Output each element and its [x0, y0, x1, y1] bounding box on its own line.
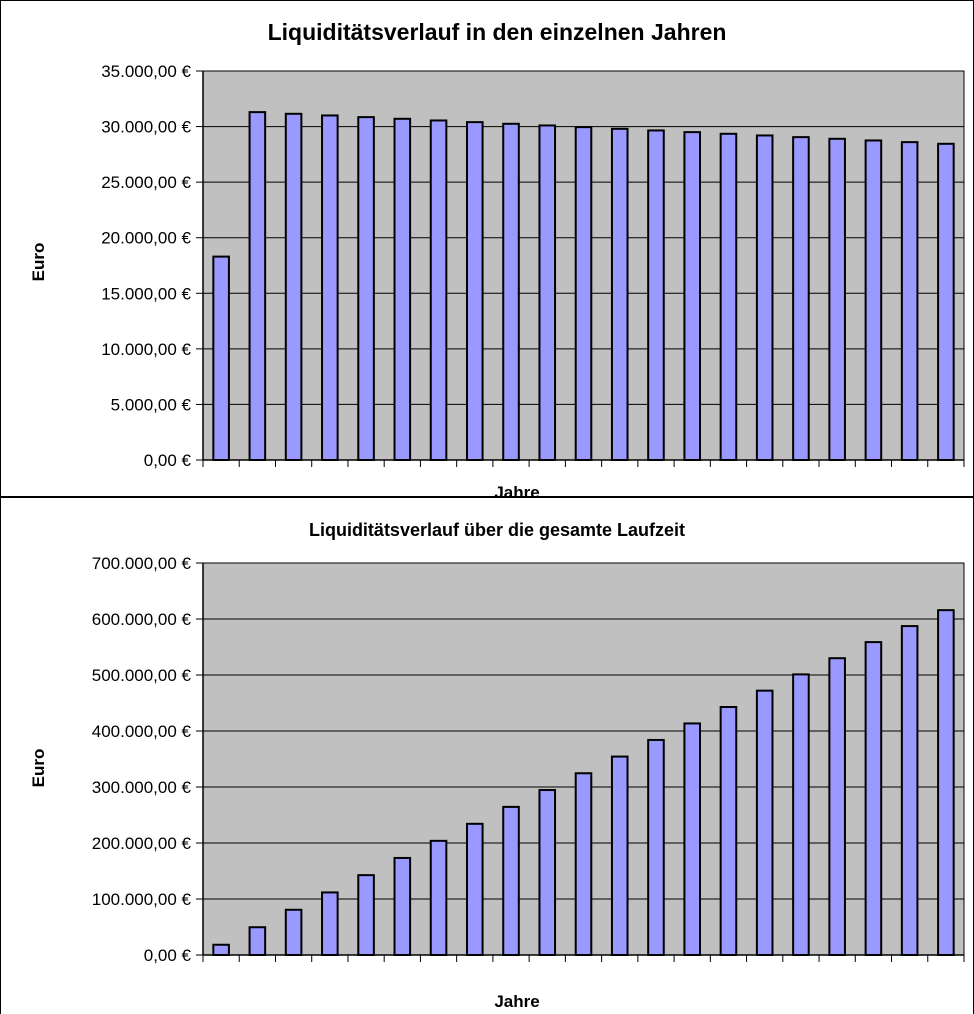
chart-liquidity-cumulative-svg: Liquiditätsverlauf über die gesamte Lauf…: [0, 497, 974, 1014]
chart-liquidity-per-year-svg: Liquiditätsverlauf in den einzelnen Jahr…: [0, 0, 974, 497]
bar: [719, 706, 738, 956]
bar: [647, 129, 665, 461]
bar: [683, 722, 702, 956]
bar: [429, 119, 448, 462]
y-tick-label: 0,00 €: [144, 946, 192, 965]
bar: [937, 609, 955, 956]
bar: [719, 132, 738, 461]
y-tick-label: 400.000,00 €: [92, 722, 192, 741]
bar: [574, 126, 593, 462]
x-axis-label: Jahre: [494, 483, 539, 497]
y-axis-label: Euro: [29, 243, 48, 282]
bar: [429, 839, 448, 956]
y-tick-label: 35.000,00 €: [101, 62, 191, 81]
bar: [755, 689, 774, 956]
y-tick-label: 500.000,00 €: [92, 666, 192, 685]
chart-title: Liquiditätsverlauf in den einzelnen Jahr…: [268, 19, 727, 45]
y-tick-label: 700.000,00 €: [92, 554, 192, 573]
bar: [284, 112, 303, 461]
bar: [792, 673, 810, 956]
bar: [683, 131, 702, 461]
bar: [465, 822, 484, 956]
y-tick-label: 25.000,00 €: [101, 173, 191, 192]
bar: [864, 139, 883, 461]
bar: [465, 121, 484, 462]
chart-liquidity-cumulative: Liquiditätsverlauf über die gesamte Lauf…: [0, 497, 974, 1014]
bar: [647, 738, 665, 956]
bar: [357, 874, 375, 957]
plot-area: 0,00 € 100.000,00 € 200.000,00 € 300.000,00…: [92, 554, 965, 965]
bar: [284, 908, 303, 956]
y-tick-label: 200.000,00 €: [92, 834, 192, 853]
bar: [792, 136, 810, 461]
bar: [248, 111, 267, 461]
bar: [937, 142, 955, 461]
bar: [828, 657, 846, 956]
y-tick-label: 20.000,00 €: [101, 229, 191, 248]
bar: [755, 134, 774, 461]
bar: [321, 114, 339, 461]
bar: [502, 122, 520, 462]
bar: [393, 856, 412, 956]
bar: [864, 641, 883, 956]
bar: [321, 891, 339, 957]
bar: [828, 137, 846, 461]
y-tick-label: 5.000,00 €: [111, 395, 192, 414]
bar: [900, 625, 919, 956]
y-tick-label: 10.000,00 €: [101, 340, 191, 359]
bar: [900, 141, 919, 461]
bar: [502, 805, 520, 956]
y-tick-label: 600.000,00 €: [92, 610, 192, 629]
y-tick-label: 15.000,00 €: [101, 284, 191, 303]
bar: [393, 117, 412, 461]
bar: [538, 789, 557, 956]
bar: [538, 124, 557, 462]
y-axis-label: Euro: [29, 749, 48, 788]
x-axis-label: Jahre: [494, 992, 539, 1011]
y-tick-label: 0,00 €: [144, 451, 192, 470]
chart-title: Liquiditätsverlauf über die gesamte Lauf…: [309, 520, 685, 540]
y-tick-label: 30.000,00 €: [101, 118, 191, 137]
bar: [357, 116, 375, 461]
bar: [610, 127, 629, 461]
bar: [212, 255, 230, 462]
y-tick-label: 100.000,00 €: [92, 890, 192, 909]
bar: [212, 943, 230, 957]
bar: [248, 926, 267, 956]
bar: [610, 755, 629, 956]
y-tick-label: 300.000,00 €: [92, 778, 192, 797]
bar: [574, 772, 593, 957]
plot-area: 0,00 € 5.000,00 € 10.000,00 € 15.000,00 € 20…: [101, 62, 965, 470]
chart-liquidity-per-year: Liquiditätsverlauf in den einzelnen Jahr…: [0, 0, 974, 497]
